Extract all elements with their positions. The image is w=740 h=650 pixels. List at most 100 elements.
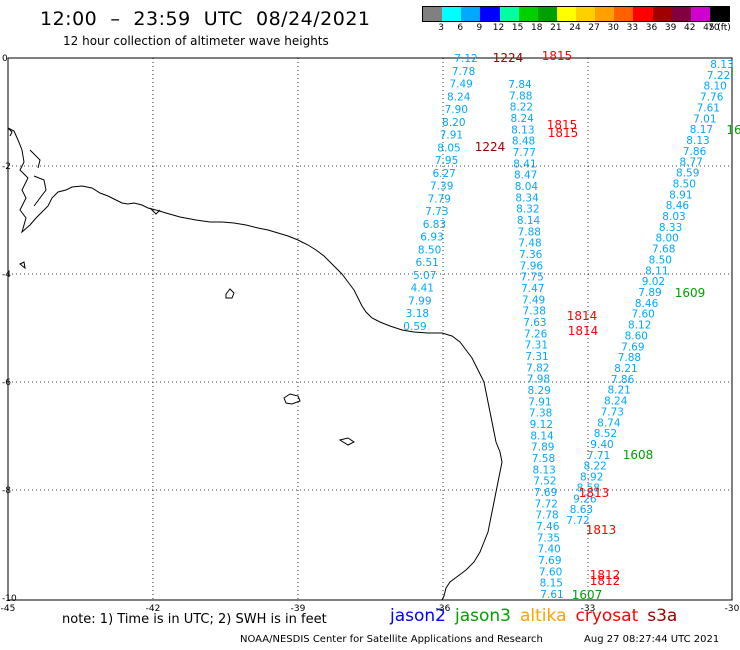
wave-height-value: 7.36 [519,249,543,261]
wave-height-value: 7.31 [525,351,548,363]
wave-height-value: 8.41 [513,158,536,170]
coastline-north-detail [7,127,161,215]
wave-height-value: 7.88 [518,226,541,238]
wave-height-value: 7.60 [539,566,562,578]
wave-height-value: 7.63 [523,317,546,329]
colorbar-swatch [518,7,538,21]
wave-height-value: 9.12 [530,419,553,431]
footer-credit: NOAA/NESDIS Center for Satellite Applica… [240,634,543,645]
y-tick-label: -10 [2,594,17,604]
wave-height-value: 8.14 [530,430,554,442]
wave-height-value: 8.50 [673,178,696,190]
wave-height-value: 7.95 [435,155,458,167]
wave-height-value: 7.86 [611,374,635,386]
colorbar-tick-label: 18 [531,23,543,33]
colorbar-tick-label: 39 [664,23,677,33]
wave-height-value: 8.24 [510,113,534,125]
wave-height-value: 7.75 [520,272,543,284]
y-tick-label: -4 [2,270,11,280]
wave-height-value: 7.61 [540,589,563,601]
colorbar-swatch [556,7,576,21]
colorbar-tick-label: 30 [607,23,619,33]
wave-height-value: 7.01 [693,113,716,125]
colorbar-swatch [614,7,634,21]
colorbar-tick-label: 6 [457,23,464,33]
pass-time-label: 1814 [567,309,598,323]
pass-time-label: 1608 [623,448,654,462]
map-subtitle: 12 hour collection of altimeter wave hei… [63,34,329,48]
wave-height-value: 8.32 [516,204,539,216]
wave-height-value: 8.12 [628,320,651,332]
y-tick-label: -8 [2,486,11,496]
colorbar-tick-label: 15 [511,23,524,33]
colorbar-swatch [709,7,729,21]
wave-height-value: 8.13 [532,464,555,476]
colorbar-swatch [576,7,596,21]
wave-height-value: 8.15 [540,578,563,590]
pass-time-label: 1813 [579,486,610,500]
axis-ticks: -45 -42 -39 -36 -33 -30 0 -2 -4 -6 -8 -10 [1,54,740,614]
footer: NOAA/NESDIS Center for Satellite Applica… [240,634,719,645]
pass-time-label: 1812 [590,574,621,588]
pass-time-label: 1607 [572,588,603,602]
wave-height-value: 7.69 [538,555,561,567]
wave-height-value: 7.58 [532,453,555,465]
footer-timestamp: Aug 27 08:27:44 UTC 2021 [584,634,720,645]
wave-height-value: 8.92 [580,472,603,484]
wave-height-value: 8.60 [625,330,648,342]
wave-height-value: 7.79 [428,193,451,205]
wave-height-value: 8.50 [418,244,441,256]
wave-height-value: 7.77 [513,147,536,159]
x-tick-label: -36 [436,604,451,614]
wave-height-value: 7.91 [528,396,551,408]
wave-height-value: 9.40 [590,439,613,451]
wave-height-value: 8.14 [517,215,541,227]
wave-height-value: 8.21 [614,363,637,375]
wave-height-value: 7.98 [527,374,550,386]
wave-height-value: 7.84 [508,79,532,91]
x-tick-label: -45 [1,604,16,614]
island-tiny [19,261,26,270]
wave-height-value: 5.07 [413,270,436,282]
pass-time-label: 1815 [542,49,573,63]
colorbar-tick-label: 3 [438,23,444,33]
wave-height-value: 7.76 [700,92,724,104]
wave-height-value: 7.52 [533,476,556,488]
wave-height-value: 8.20 [442,117,465,129]
wave-height-value: 7.22 [707,70,730,82]
wave-height-value: 7.61 [697,102,720,114]
wave-height-value: 7.90 [445,104,468,116]
note-text: note: 1) Time is in UTC; 2) SWH is in fe… [62,612,327,627]
colorbar-tick-label: 45 [703,23,715,33]
map-title: 12:00 – 23:59 UTC 08/24/2021 [40,8,371,30]
colorbar-labels: 3 6 9 12 15 18 21 24 27 30 33 36 39 42 45 70 (ft) [422,23,731,35]
wave-height-value: 9.26 [573,493,597,505]
wave-height-value: 7.71 [587,450,610,462]
y-tick-label: -6 [2,378,11,388]
colorbar-tick-label: 24 [569,23,581,33]
wave-height-value: 8.22 [583,461,606,473]
wave-height-value: 7.46 [536,521,560,533]
y-tick-label: -2 [2,162,11,172]
wave-height-value: 8.03 [662,211,685,223]
pass-time-label: 1815 [548,126,579,140]
wave-height-value: 8.46 [666,200,690,212]
wave-height-value: 8.10 [703,81,726,93]
x-tick-label: -39 [291,604,306,614]
colorbar-swatch [461,7,481,21]
pass-time-label: 1812 [590,568,621,582]
legend-cryosat: cryosat [575,606,639,626]
coastline [7,127,503,601]
colorbar-tick-label: 27 [588,23,600,33]
legend-altika: altika [520,606,567,626]
wave-height-value: 7.86 [683,146,707,158]
colorbar-swatch [595,7,615,21]
wave-height-value: 8.13 [511,124,534,136]
island-rocas [283,393,301,405]
colorbar-unit: (ft) [717,23,731,33]
wave-height-value: 8.77 [679,157,702,169]
wave-height-value: 7.88 [618,352,641,364]
wave-height-value: 7.72 [566,515,589,527]
island-small [338,437,355,446]
